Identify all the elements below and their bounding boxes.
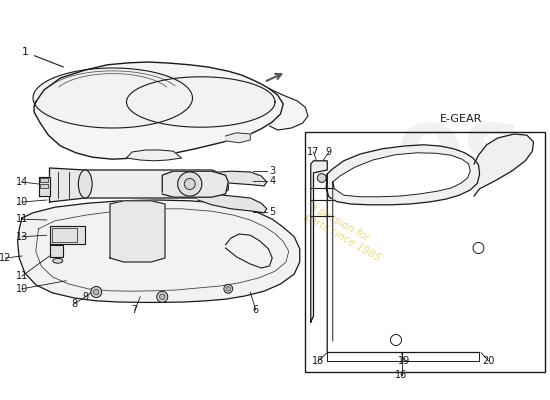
Text: 1: 1 bbox=[22, 47, 63, 67]
Circle shape bbox=[390, 334, 402, 346]
Circle shape bbox=[473, 242, 484, 254]
Text: es: es bbox=[396, 104, 524, 200]
Polygon shape bbox=[198, 171, 267, 186]
Text: E-GEAR: E-GEAR bbox=[439, 114, 482, 124]
Polygon shape bbox=[50, 245, 63, 257]
Bar bbox=[40, 178, 48, 182]
Text: 9: 9 bbox=[82, 292, 89, 302]
Circle shape bbox=[317, 174, 326, 182]
Text: 13: 13 bbox=[16, 232, 28, 242]
Bar bbox=[40, 184, 48, 188]
Text: 19: 19 bbox=[398, 356, 410, 366]
Polygon shape bbox=[85, 170, 228, 198]
Polygon shape bbox=[33, 68, 192, 128]
Bar bbox=[305, 132, 544, 372]
Text: 9: 9 bbox=[326, 147, 332, 157]
Circle shape bbox=[160, 294, 165, 300]
Text: 5: 5 bbox=[270, 207, 276, 217]
Ellipse shape bbox=[53, 258, 63, 263]
Circle shape bbox=[224, 284, 233, 293]
Text: 10: 10 bbox=[16, 197, 28, 207]
Circle shape bbox=[94, 289, 99, 295]
Ellipse shape bbox=[78, 170, 92, 198]
Text: 20: 20 bbox=[482, 356, 494, 366]
Polygon shape bbox=[126, 77, 275, 127]
Text: 11: 11 bbox=[16, 214, 28, 224]
Text: 17: 17 bbox=[307, 147, 320, 157]
Text: 10: 10 bbox=[16, 284, 28, 294]
Polygon shape bbox=[474, 134, 534, 196]
Polygon shape bbox=[39, 177, 50, 196]
Circle shape bbox=[226, 286, 230, 291]
Polygon shape bbox=[110, 201, 165, 262]
Polygon shape bbox=[50, 168, 85, 202]
Text: 6: 6 bbox=[252, 305, 259, 315]
Circle shape bbox=[157, 291, 168, 302]
Polygon shape bbox=[311, 161, 327, 322]
Polygon shape bbox=[326, 145, 480, 352]
Circle shape bbox=[184, 178, 195, 190]
Circle shape bbox=[178, 172, 202, 196]
Text: 14: 14 bbox=[16, 177, 28, 187]
Polygon shape bbox=[50, 226, 85, 244]
Polygon shape bbox=[198, 193, 267, 213]
Text: 7: 7 bbox=[131, 305, 138, 315]
Polygon shape bbox=[226, 133, 250, 143]
Text: 12: 12 bbox=[0, 253, 12, 263]
Text: 11: 11 bbox=[16, 271, 28, 281]
Text: 16: 16 bbox=[395, 370, 408, 380]
Polygon shape bbox=[270, 89, 308, 130]
Polygon shape bbox=[18, 200, 300, 302]
Text: 18: 18 bbox=[312, 356, 324, 366]
Text: a passion for
parts since 1985: a passion for parts since 1985 bbox=[302, 201, 388, 263]
Polygon shape bbox=[162, 171, 228, 197]
Polygon shape bbox=[126, 150, 182, 161]
Text: 4: 4 bbox=[270, 176, 276, 186]
Polygon shape bbox=[333, 153, 470, 341]
Text: 8: 8 bbox=[71, 299, 78, 309]
Polygon shape bbox=[34, 62, 283, 159]
Circle shape bbox=[91, 286, 102, 298]
Text: 3: 3 bbox=[270, 166, 276, 176]
